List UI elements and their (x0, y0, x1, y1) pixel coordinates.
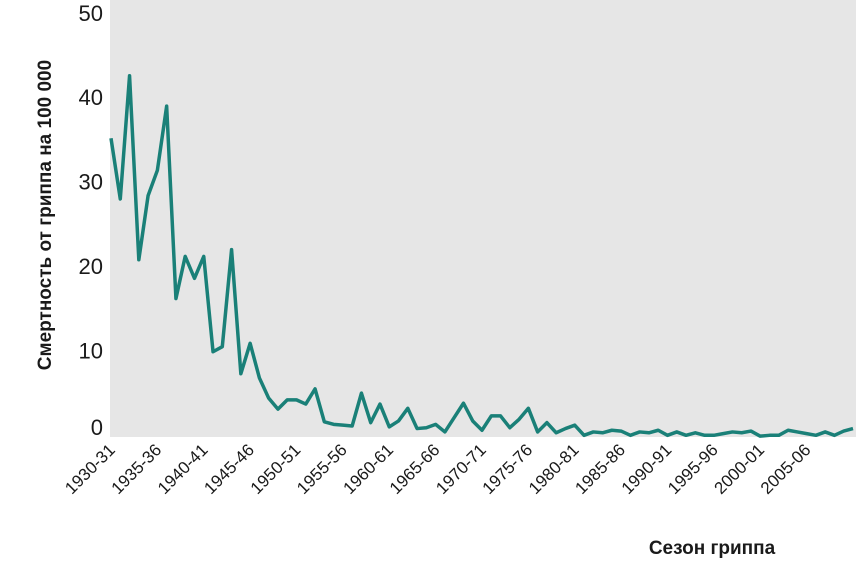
x-tick-label: 1980-81 (525, 440, 583, 498)
x-tick-label: 1935-36 (108, 440, 166, 498)
y-tick-label: 20 (79, 254, 103, 279)
plot-background (110, 0, 856, 437)
x-tick-label: 1970-71 (432, 440, 490, 498)
x-tick-label: 1995-96 (664, 440, 722, 498)
x-tick-label: 2000-01 (711, 440, 769, 498)
x-tick-label: 1960-61 (340, 440, 398, 498)
x-tick-label: 1985-86 (571, 440, 629, 498)
x-tick-label: 1945-46 (200, 440, 258, 498)
data-line (109, 74, 854, 438)
y-tick-label: 0 (91, 415, 103, 440)
y-tick-label: 30 (79, 170, 103, 195)
x-tick-label: 1930-31 (61, 440, 119, 498)
x-tick-label: 1975-76 (479, 440, 537, 498)
y-tick-label: 10 (79, 338, 103, 363)
x-tick-label: 1990-91 (618, 440, 676, 498)
x-tick-label: 2005-06 (757, 440, 815, 498)
y-tick-label: 40 (79, 85, 103, 110)
y-axis-title: Смертность от гриппа на 100 000 (35, 60, 56, 370)
x-tick-label: 1965-66 (386, 440, 444, 498)
x-tick-label: 1940-41 (154, 440, 212, 498)
x-tick-label: 1950-51 (247, 440, 305, 498)
y-tick-label: 50 (79, 1, 103, 26)
x-tick-label: 1955-56 (293, 440, 351, 498)
x-axis-title: Сезон гриппа (649, 538, 776, 559)
